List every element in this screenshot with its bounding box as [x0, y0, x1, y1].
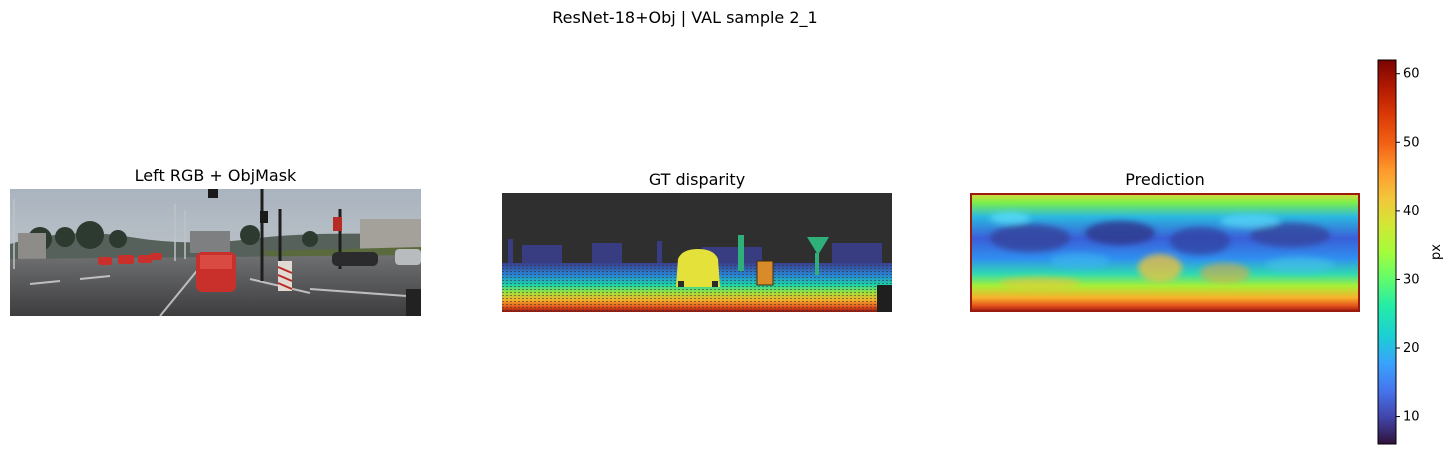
colorbar-tick-label: 40: [1403, 204, 1420, 219]
colorbar-tick-label: 20: [1403, 341, 1420, 356]
colorbar-gradient: [1377, 59, 1397, 445]
panel-title-gt-disparity: GT disparity: [648, 170, 746, 189]
colorbar-tick-label: 60: [1403, 67, 1420, 82]
colorbar-tick-label: 30: [1403, 272, 1420, 287]
gt-disparity-image: [502, 193, 892, 312]
panel-title-left-rgb: Left RGB + ObjMask: [134, 166, 297, 185]
colorbar: 10 20 30 40 50 60 px: [1370, 56, 1454, 448]
left-rgb-image: [10, 189, 421, 316]
figure-title: ResNet-18+Obj | VAL sample 2_1: [552, 8, 818, 27]
colorbar-label: px: [1429, 244, 1444, 260]
colorbar-tick-label: 50: [1403, 135, 1420, 150]
prediction-image: [970, 193, 1360, 312]
colorbar-tick-label: 10: [1403, 410, 1420, 425]
panel-title-prediction: Prediction: [1125, 170, 1205, 189]
